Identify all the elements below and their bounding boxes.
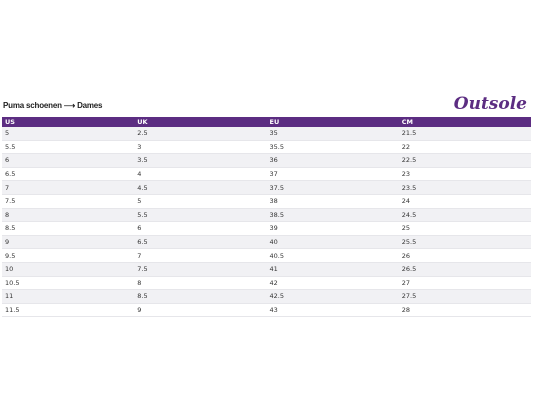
- table-cell: 35.5: [266, 140, 399, 155]
- table-cell: 10.5: [2, 276, 135, 291]
- table-row: 9 6.5 40 25.5: [2, 235, 531, 250]
- table-cell: 7: [134, 248, 267, 263]
- table-cell: 43: [266, 303, 399, 318]
- table-cell: 7.5: [134, 262, 267, 277]
- table-row: 6.5 4 37 23: [2, 167, 531, 182]
- table-cell: 41: [266, 262, 399, 277]
- table-row: 11.5 9 43 28: [2, 303, 531, 318]
- table-cell: 3.5: [134, 153, 267, 168]
- table-cell: 5.5: [134, 208, 267, 223]
- table-cell: 38: [266, 194, 399, 209]
- table-cell: 28: [398, 303, 531, 318]
- column-header: CM: [398, 117, 531, 127]
- table-cell: 22: [398, 140, 531, 155]
- table-cell: 38.5: [266, 208, 399, 223]
- table-cell: 8: [2, 208, 135, 223]
- table-row: 7 4.5 37.5 23.5: [2, 180, 531, 195]
- table-cell: 35: [266, 127, 399, 141]
- table-cell: 4.5: [134, 180, 267, 195]
- table-cell: 6.5: [134, 235, 267, 250]
- table-cell: 9: [134, 303, 267, 318]
- table-cell: 40.5: [266, 248, 399, 263]
- table-cell: 6: [2, 153, 135, 168]
- column-header: EU: [266, 117, 399, 127]
- table-cell: 37.5: [266, 180, 399, 195]
- table-cell: 23: [398, 167, 531, 182]
- table-cell: 42.5: [266, 289, 399, 304]
- table-row: 6 3.5 36 22.5: [2, 153, 531, 168]
- table-cell: 4: [134, 167, 267, 182]
- table-cell: 25: [398, 221, 531, 236]
- table-cell: 40: [266, 235, 399, 250]
- table-row: 10.5 8 42 27: [2, 276, 531, 291]
- table-cell: 27.5: [398, 289, 531, 304]
- table-cell: 37: [266, 167, 399, 182]
- table-cell: 5: [2, 127, 135, 141]
- logo[interactable]: Outsole: [453, 94, 527, 114]
- table-cell: 9.5: [2, 248, 135, 263]
- table-cell: 3: [134, 140, 267, 155]
- table-cell: 11: [2, 289, 135, 304]
- table-cell: 23.5: [398, 180, 531, 195]
- table-row: 5 2.5 35 21.5: [2, 127, 531, 141]
- table-cell: 5: [134, 194, 267, 209]
- table-cell: 27: [398, 276, 531, 291]
- table-cell: 39: [266, 221, 399, 236]
- table-row: 8 5.5 38.5 24.5: [2, 208, 531, 223]
- table-cell: 6: [134, 221, 267, 236]
- table-cell: 2.5: [134, 127, 267, 141]
- table-cell: 24: [398, 194, 531, 209]
- column-header: US: [2, 117, 135, 127]
- table-cell: 10: [2, 262, 135, 277]
- table-row: 5.5 3 35.5 22: [2, 140, 531, 155]
- table-row: 8.5 6 39 25: [2, 221, 531, 236]
- table-cell: 21.5: [398, 127, 531, 141]
- table-cell: 5.5: [2, 140, 135, 155]
- table-cell: 7.5: [2, 194, 135, 209]
- table-cell: 42: [266, 276, 399, 291]
- table-cell: 24.5: [398, 208, 531, 223]
- table-cell: 26: [398, 248, 531, 263]
- table-cell: 9: [2, 235, 135, 250]
- table-cell: 11.5: [2, 303, 135, 318]
- column-header: UK: [134, 117, 267, 127]
- table-cell: 8.5: [134, 289, 267, 304]
- table-row: 9.5 7 40.5 26: [2, 248, 531, 263]
- table-cell: 8.5: [2, 221, 135, 236]
- table-cell: 26.5: [398, 262, 531, 277]
- table-row: 10 7.5 41 26.5: [2, 262, 531, 277]
- header-row: US UK EU CM: [2, 117, 531, 127]
- table-cell: 22.5: [398, 153, 531, 168]
- table-cell: 25.5: [398, 235, 531, 250]
- table-cell: 36: [266, 153, 399, 168]
- table-body: 5 2.5 35 21.5 5.5 3 35.5 22 6 3.5 36 22.5 6.5 4 37 23 7 4…: [2, 127, 531, 318]
- table-cell: 7: [2, 180, 135, 195]
- table-row: 11 8.5 42.5 27.5: [2, 289, 531, 304]
- title: Puma schoenen ⟶ Dames: [3, 101, 103, 110]
- table-row: 7.5 5 38 24: [2, 194, 531, 209]
- size-table: US UK EU CM 5 2.5 35 21.5 5.5 3 35.5 22 6 3.5 36 22.5 6…: [2, 117, 531, 318]
- table-cell: 6.5: [2, 167, 135, 182]
- table-cell: 8: [134, 276, 267, 291]
